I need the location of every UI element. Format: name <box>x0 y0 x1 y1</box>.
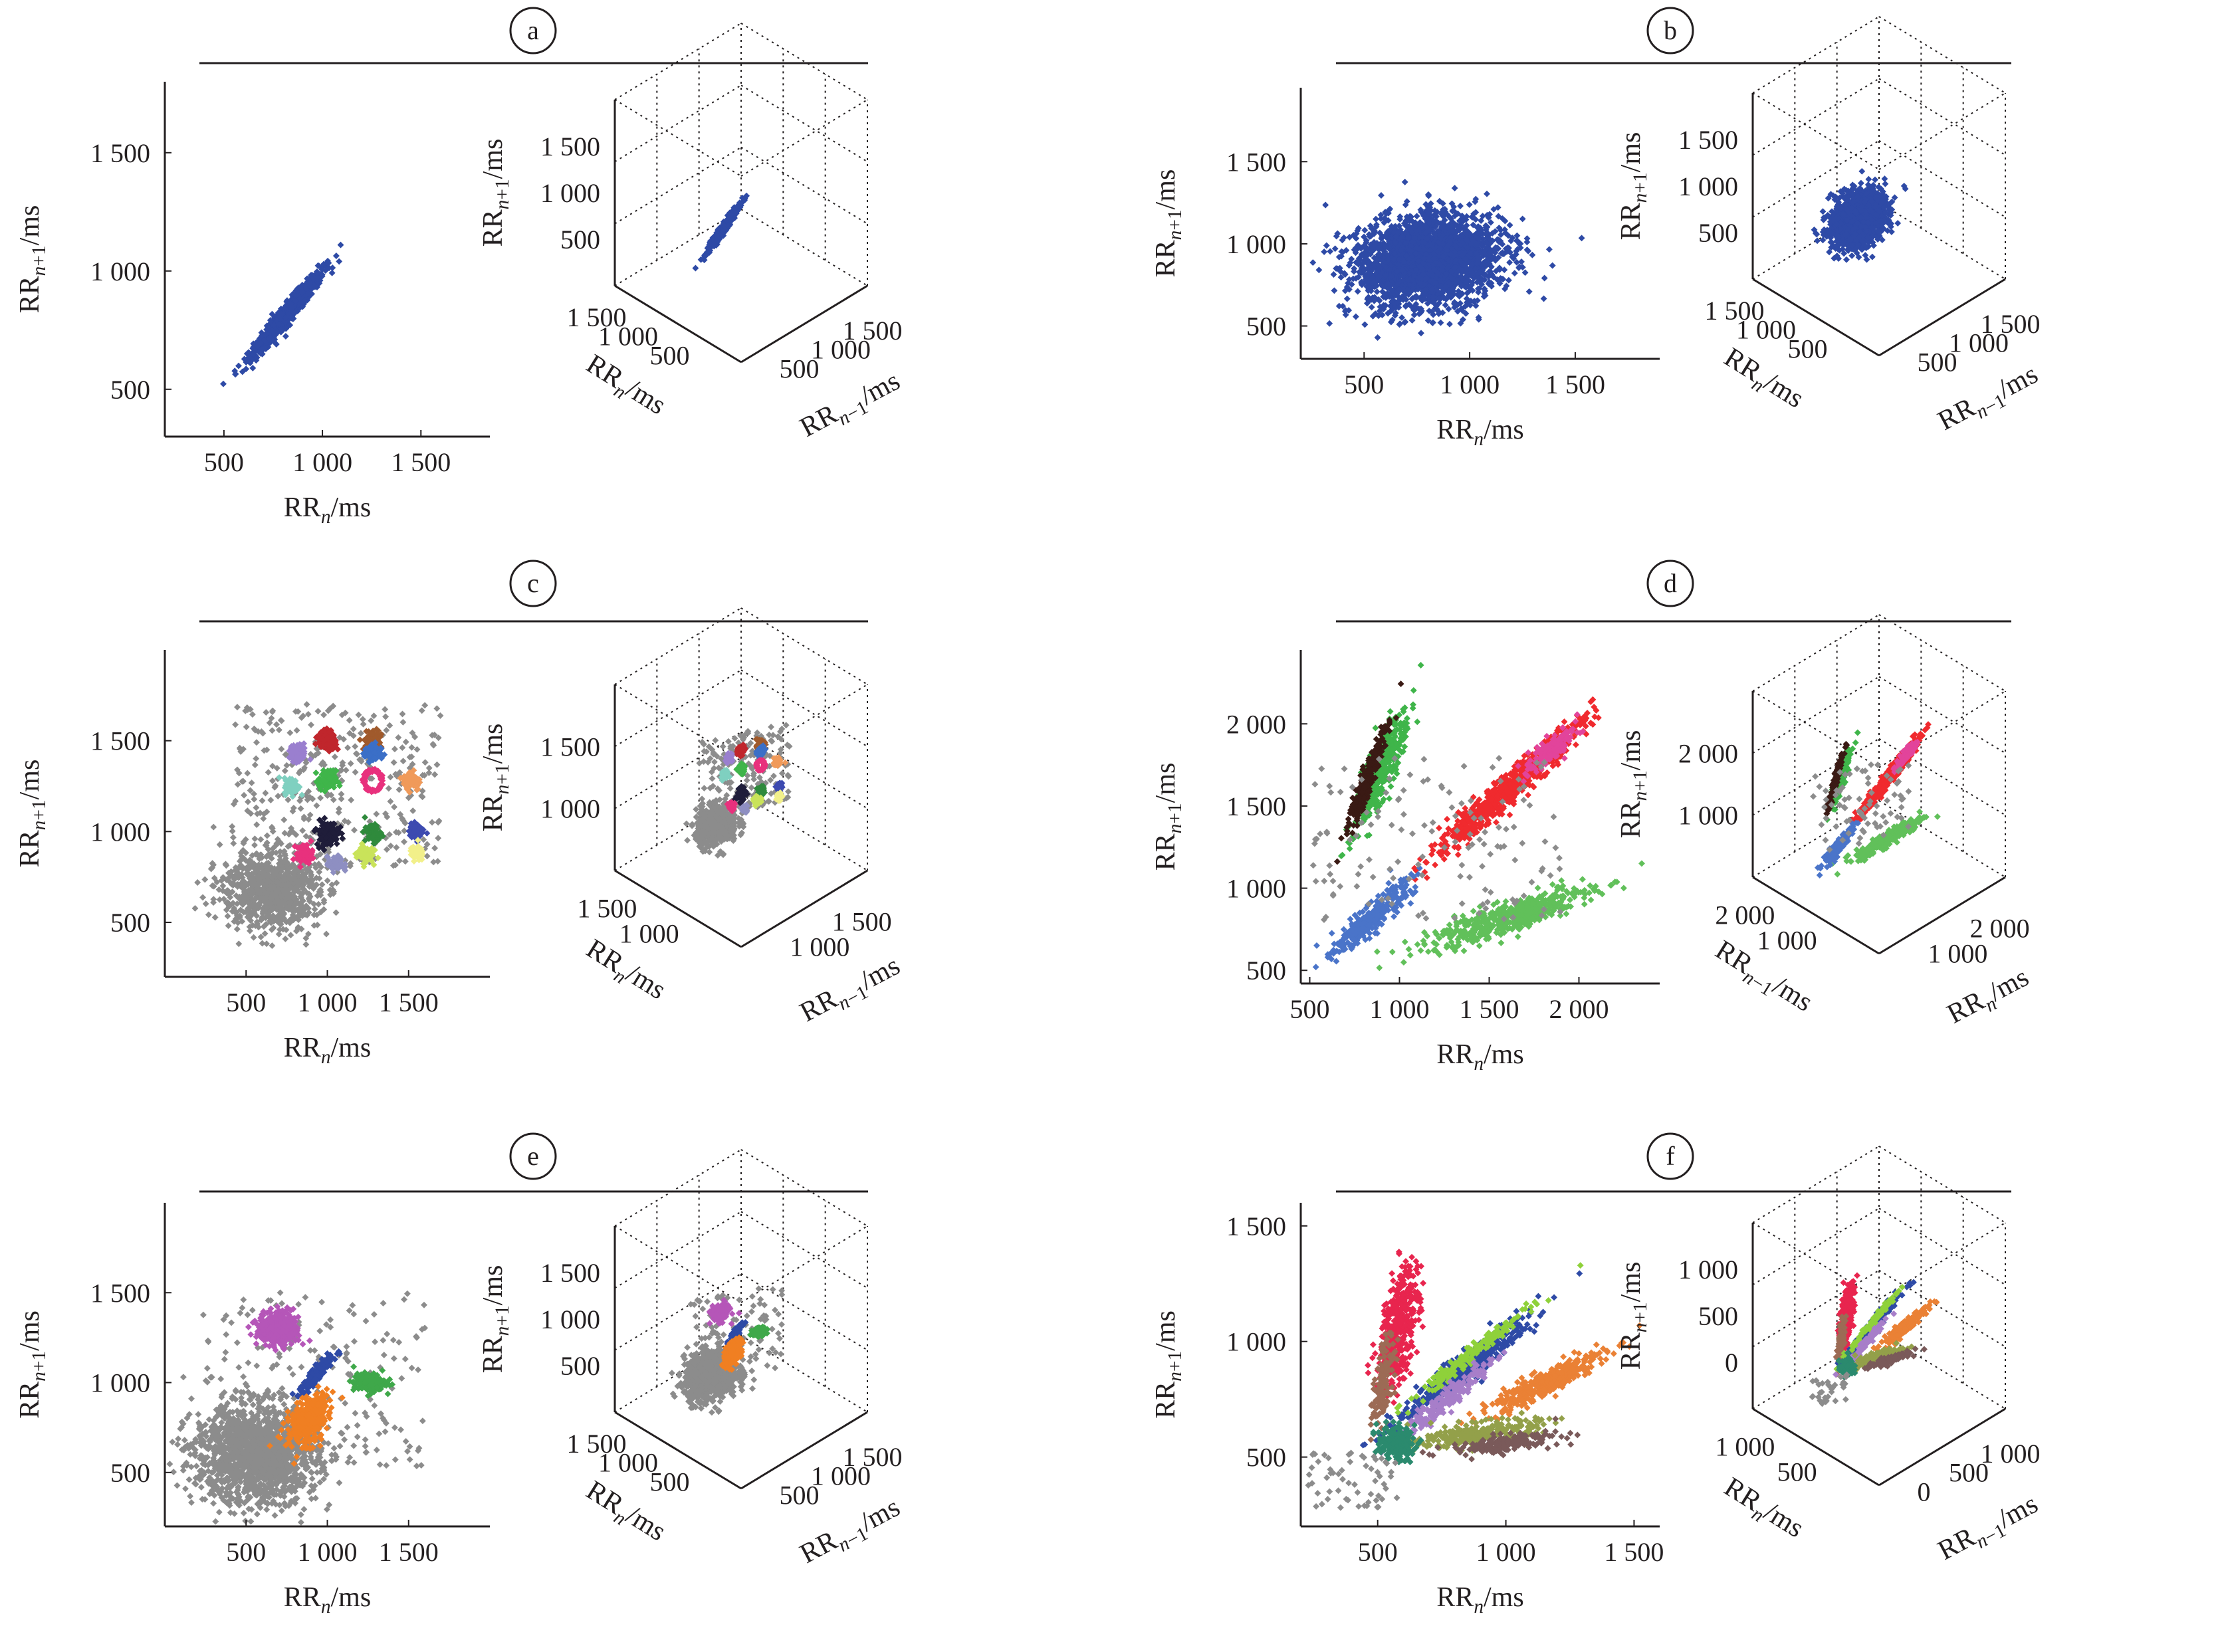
panel-a-points <box>220 242 344 387</box>
panel-b-point <box>1309 259 1316 266</box>
panel-b-point <box>1353 314 1359 320</box>
panel-a-y-tick-label: 1 500 <box>90 138 150 168</box>
panel-a-point <box>338 242 344 249</box>
panel-b-point <box>1326 320 1333 327</box>
panel-a-3d-series-0 <box>692 193 750 272</box>
panel-a-y-axis-label: RRn+1/ms <box>15 205 50 314</box>
panel-b-point <box>1541 275 1548 282</box>
panel-a-point <box>336 258 342 264</box>
panel-b-series-0 <box>1309 179 1585 341</box>
panel-a-x-tick-label: 1 000 <box>292 447 352 477</box>
panel-a-3d-point <box>692 265 699 272</box>
figure-canvas: a 500 1 000 1 500 500 1 000 1 500 RRn/ms RRn+1/m… <box>0 0 2224 1652</box>
panel-a-grid-line <box>741 209 867 286</box>
panel-a-grid-line <box>615 23 741 100</box>
panel-a-y-tick-label: 500 <box>110 375 150 405</box>
panel-a-label: a <box>527 15 539 45</box>
panels-root: a 500 1 000 1 500 500 1 000 1 500 RRn/ms RRn+1/m… <box>15 8 2045 1617</box>
panel-a-point <box>235 363 242 369</box>
panel-b-point <box>1369 304 1375 310</box>
panel-a-series-0 <box>220 242 344 387</box>
panel-a-z-tick-label: 500 <box>560 225 600 255</box>
panel-a-point <box>220 381 227 387</box>
panel-a-grid-line <box>615 85 741 161</box>
panel-b-label: b <box>1664 15 1677 45</box>
panel-b-points <box>1309 179 1585 341</box>
panel-a-grid-line <box>615 100 741 176</box>
panel-a-y-tick-label: 1 000 <box>90 257 150 286</box>
panel-a-grid-line <box>615 148 741 224</box>
panel-a: a 500 1 000 1 500 500 1 000 1 500 RRn/ms RRn+1/m… <box>15 8 907 528</box>
panel-a-grid-line <box>741 148 867 224</box>
panel-a-left-tick-label: 1 500 <box>567 302 627 332</box>
panel-a-point <box>333 253 340 259</box>
panel-a-grid-line <box>741 100 867 176</box>
panel-b-point <box>1331 271 1337 278</box>
panel-a-points-3d <box>692 193 750 272</box>
panel-a-x-axis-label: RRn/ms <box>284 492 371 528</box>
panel-b-point <box>1323 243 1330 249</box>
panel-b-point <box>1321 249 1327 255</box>
panel-a-z-axis-label: RRn+1/ms <box>478 139 513 247</box>
panel-a-z-tick-label: 1 000 <box>540 178 600 208</box>
panel-b-point <box>1529 252 1535 258</box>
panel-a-scatter2d: 500 1 000 1 500 500 1 000 1 500 RRn/ms RRn+1/ms <box>15 82 490 528</box>
panel-a-x-tick-label: 500 <box>204 447 244 477</box>
panel-a-z-tick-label: 1 500 <box>540 132 600 161</box>
panel-a-grid-line <box>741 85 867 161</box>
panel-a-right-tick-label: 1 500 <box>843 316 903 346</box>
panel-b-point <box>1505 277 1512 284</box>
panel-a-x-tick-label: 1 500 <box>391 447 451 477</box>
panel-a-grid-line <box>741 23 867 100</box>
panel-a-point <box>282 333 289 340</box>
